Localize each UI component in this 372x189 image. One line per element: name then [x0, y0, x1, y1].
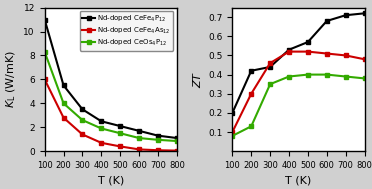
Nd-doped CeFe$_4$P$_{12}$: [137, 130, 141, 132]
X-axis label: T (K): T (K): [97, 175, 124, 185]
Nd-doped CeOs$_4$P$_{12}$: [42, 51, 47, 53]
Nd-doped CeOs$_4$P$_{12}$: [61, 102, 66, 105]
Nd-doped CeFe$_4$P$_{12}$: [99, 120, 103, 122]
Nd-doped CeOs$_4$P$_{12}$: [174, 140, 179, 142]
Nd-doped CeFe$_4$As$_{12}$: [156, 149, 160, 151]
Nd-doped CeFe$_4$As$_{12}$: [42, 78, 47, 81]
Legend: Nd-doped CeFe$_4$P$_{12}$, Nd-doped CeFe$_4$As$_{12}$, Nd-doped CeOs$_4$P$_{12}$: Nd-doped CeFe$_4$P$_{12}$, Nd-doped CeFe…: [80, 11, 173, 51]
Nd-doped CeFe$_4$P$_{12}$: [61, 84, 66, 87]
Nd-doped CeOs$_4$P$_{12}$: [118, 132, 122, 134]
Nd-doped CeFe$_4$As$_{12}$: [118, 145, 122, 148]
Y-axis label: $K_{\mathrm{L}}$ (W/mK): $K_{\mathrm{L}}$ (W/mK): [4, 50, 18, 108]
Nd-doped CeFe$_4$As$_{12}$: [80, 133, 85, 136]
Nd-doped CeFe$_4$As$_{12}$: [137, 148, 141, 151]
Nd-doped CeFe$_4$P$_{12}$: [80, 108, 85, 110]
Line: Nd-doped CeOs$_4$P$_{12}$: Nd-doped CeOs$_4$P$_{12}$: [42, 49, 179, 143]
Line: Nd-doped CeFe$_4$As$_{12}$: Nd-doped CeFe$_4$As$_{12}$: [42, 77, 179, 153]
Nd-doped CeOs$_4$P$_{12}$: [137, 137, 141, 139]
Nd-doped CeFe$_4$As$_{12}$: [174, 149, 179, 152]
Nd-doped CeFe$_4$P$_{12}$: [174, 137, 179, 139]
Nd-doped CeFe$_4$P$_{12}$: [42, 18, 47, 21]
Nd-doped CeFe$_4$As$_{12}$: [61, 117, 66, 119]
Line: Nd-doped CeFe$_4$P$_{12}$: Nd-doped CeFe$_4$P$_{12}$: [42, 17, 179, 140]
Nd-doped CeOs$_4$P$_{12}$: [156, 139, 160, 141]
Nd-doped CeFe$_4$P$_{12}$: [118, 125, 122, 127]
Nd-doped CeFe$_4$As$_{12}$: [99, 142, 103, 144]
Nd-doped CeOs$_4$P$_{12}$: [99, 127, 103, 130]
Nd-doped CeFe$_4$P$_{12}$: [156, 135, 160, 137]
Nd-doped CeOs$_4$P$_{12}$: [80, 119, 85, 121]
Y-axis label: $ZT$: $ZT$: [191, 71, 203, 88]
X-axis label: T (K): T (K): [285, 175, 312, 185]
